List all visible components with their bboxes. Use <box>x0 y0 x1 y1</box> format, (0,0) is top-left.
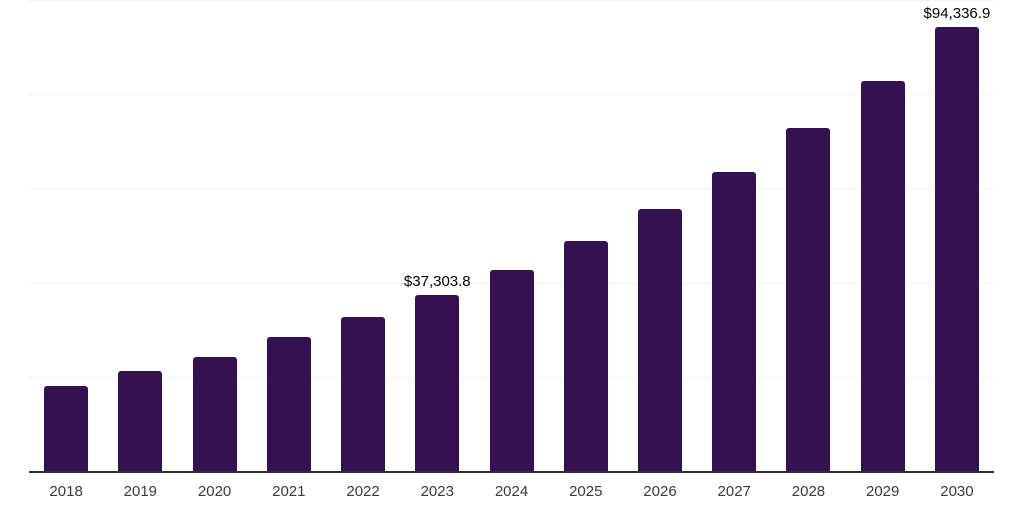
bar-column-2022 <box>326 0 400 471</box>
bar-column-2028 <box>771 0 845 471</box>
bar-2028 <box>786 128 831 471</box>
bar-column-2018 <box>29 0 103 471</box>
x-tick-label-2020: 2020 <box>197 483 232 500</box>
data-label-2023: $37,303.8 <box>403 273 471 291</box>
x-tick-label-2022: 2022 <box>346 483 380 500</box>
x-tick-label-2023: 2023 <box>420 483 454 500</box>
bar-2029 <box>860 81 905 471</box>
bar-column-2030: $94,336.9 <box>920 0 994 471</box>
x-tick-label-2019: 2019 <box>123 483 158 500</box>
bars-container: $37,303.8 $94,336.9 <box>29 0 994 471</box>
bar-column-2026 <box>623 0 697 471</box>
bar-column-2025 <box>549 0 623 471</box>
x-tick-label-2025: 2025 <box>569 483 603 500</box>
bar-column-2027 <box>697 0 771 471</box>
bar-column-2024 <box>474 0 548 471</box>
bar-column-2020 <box>177 0 251 471</box>
x-tick-label-2018: 2018 <box>49 483 83 500</box>
x-tick-label-2028: 2028 <box>791 483 826 500</box>
bar-2027 <box>712 171 757 471</box>
bar-2030 <box>934 26 979 471</box>
bar-2026 <box>637 209 682 471</box>
bar-column-2021 <box>252 0 326 471</box>
data-label-2030: $94,336.9 <box>923 4 991 22</box>
plot-area: $37,303.8 $94,336.9 <box>29 0 994 473</box>
bar-column-2019 <box>103 0 177 471</box>
bar-2021 <box>266 337 311 471</box>
bar-2022 <box>341 316 386 471</box>
x-axis-labels: 2018 2019 2020 2021 2022 2023 2024 2025 2026 2027… <box>29 483 994 500</box>
x-tick-label-2027: 2027 <box>717 483 751 500</box>
bar-2024 <box>489 269 534 471</box>
x-tick-label-2029: 2029 <box>866 483 900 500</box>
x-tick-label-2026: 2026 <box>643 483 677 500</box>
x-tick-label-2024: 2024 <box>494 483 529 500</box>
gridline-60000 <box>29 188 994 190</box>
bar-2023 <box>415 295 460 471</box>
gridline-100000 <box>29 0 994 1</box>
bar-column-2029 <box>846 0 920 471</box>
x-tick-label-2021: 2021 <box>272 483 306 500</box>
x-tick-label-2030: 2030 <box>940 483 974 500</box>
bar-2018 <box>44 385 89 471</box>
bar-2019 <box>118 370 163 471</box>
bar-2020 <box>192 357 237 471</box>
bar-column-2023: $37,303.8 <box>400 0 474 471</box>
gridline-80000 <box>29 94 994 96</box>
bar-2025 <box>563 240 608 471</box>
